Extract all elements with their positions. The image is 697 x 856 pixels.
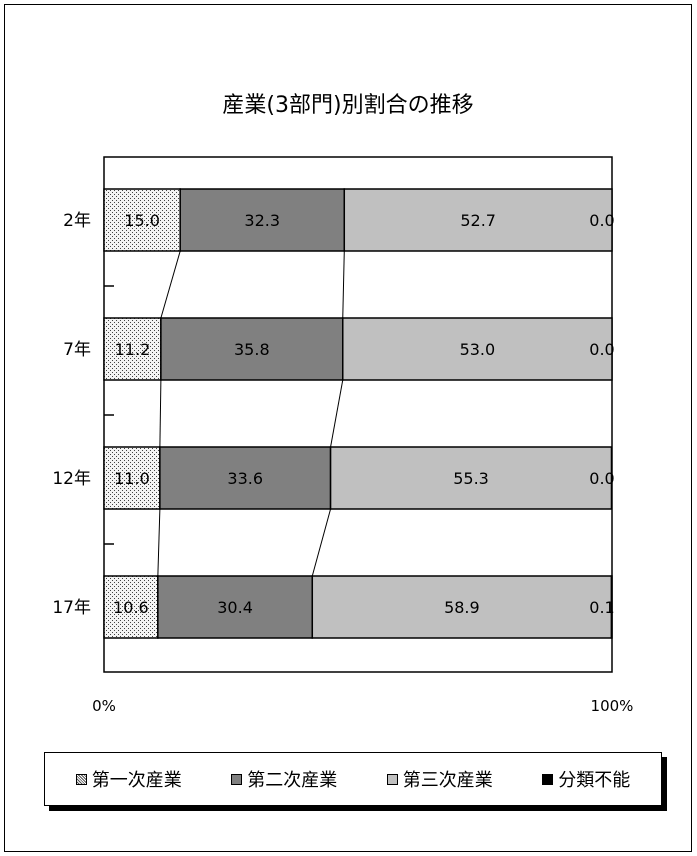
data-label-1-2: 53.0 — [460, 340, 496, 359]
bar-segment-3-1 — [157, 575, 314, 639]
legend-item-secondary: 第二次産業 — [231, 766, 337, 792]
series-lines — [157, 250, 345, 577]
data-label-3-1: 30.4 — [217, 598, 253, 617]
legend-item-tertiary: 第三次産業 — [386, 766, 493, 792]
data-label-2-2: 55.3 — [453, 469, 489, 488]
legend-item-primary: 第一次産業 — [75, 766, 182, 792]
bar-segment-0-1 — [179, 188, 346, 252]
bar-segment-3-3 — [610, 575, 613, 639]
legend-swatch-primary — [75, 773, 87, 785]
legend: 第一次産業 第二次産業 第三次産業 分類不能 — [44, 752, 662, 806]
category-label-0: 2年 — [63, 211, 91, 231]
axis-ticks — [104, 285, 114, 545]
legend-swatch-secondary — [231, 773, 243, 785]
chart-title: 産業(3部門)別割合の推移 — [222, 93, 473, 118]
series-line-1-0 — [159, 379, 162, 448]
legend-label-primary: 第一次産業 — [91, 770, 182, 791]
x-tick-label-0: 0% — [92, 697, 116, 715]
bar-segment-2-1 — [159, 446, 332, 510]
bars-group: 15.0 32.3 52.7 0.0 11.2 35.8 53.0 0.0 11.0 33.6 55… — [103, 188, 615, 639]
legend-swatch-tertiary — [386, 773, 398, 785]
data-label-1-0: 11.2 — [115, 340, 151, 359]
data-label-1-1: 35.8 — [234, 340, 270, 359]
bar-segment-1-2 — [342, 317, 613, 381]
bar-segment-3-2 — [311, 575, 613, 639]
data-label-0-1: 32.3 — [244, 211, 280, 230]
category-labels: 2年 7年 12年 17年 — [52, 211, 91, 618]
legend-swatch-unclassified — [542, 773, 554, 785]
data-label-0-0: 15.0 — [124, 211, 160, 230]
data-label-0-3: 0.0 — [589, 211, 614, 230]
bar-segment-2-2 — [329, 446, 613, 510]
series-line-1-1 — [330, 379, 344, 448]
series-line-0-1 — [342, 250, 345, 319]
legend-label-unclassified: 分類不能 — [558, 770, 631, 791]
x-tick-label-100: 100% — [591, 697, 634, 715]
category-label-1: 7年 — [63, 340, 91, 360]
category-label-2: 12年 — [52, 469, 91, 489]
bar-segment-0-2 — [343, 188, 613, 252]
bar-segment-1-1 — [160, 317, 344, 381]
legend-label-tertiary: 第三次産業 — [402, 770, 493, 791]
data-label-0-2: 52.7 — [460, 211, 496, 230]
legend-item-unclassified: 分類不能 — [542, 766, 630, 792]
series-line-2-1 — [311, 508, 332, 577]
data-label-3-2: 58.9 — [444, 598, 480, 617]
data-label-2-1: 33.6 — [227, 469, 263, 488]
data-label-1-3: 0.0 — [589, 340, 614, 359]
series-line-2-0 — [157, 508, 161, 577]
data-label-2-3: 0.0 — [589, 469, 614, 488]
category-label-3: 17年 — [52, 598, 91, 618]
series-line-0-0 — [160, 250, 181, 319]
data-label-3-0: 10.6 — [113, 598, 149, 617]
data-label-3-3: 0.1 — [589, 598, 614, 617]
bar-segment-3-0 — [103, 575, 159, 639]
legend-label-secondary: 第二次産業 — [247, 770, 338, 791]
data-label-2-0: 11.0 — [114, 469, 150, 488]
